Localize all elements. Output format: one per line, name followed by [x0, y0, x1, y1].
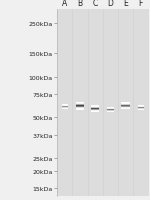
Text: F: F [139, 0, 143, 8]
Text: B: B [77, 0, 82, 8]
Text: A: A [62, 0, 67, 8]
Text: D: D [107, 0, 113, 8]
Text: E: E [123, 0, 128, 8]
Text: C: C [93, 0, 98, 8]
